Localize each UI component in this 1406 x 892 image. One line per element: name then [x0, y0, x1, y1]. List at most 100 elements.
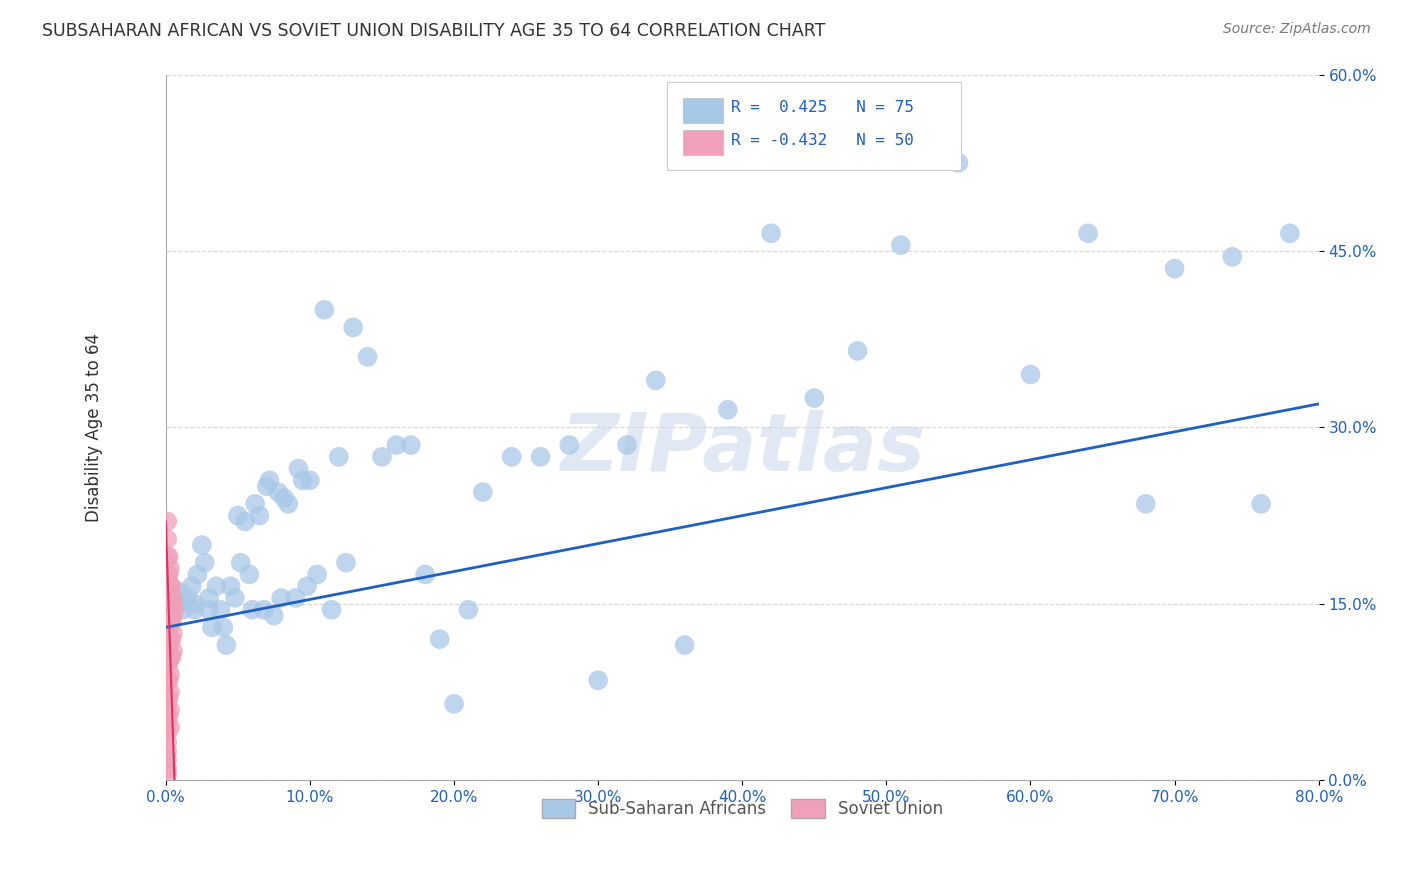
Point [457, 603, 479, 617]
Point [156, 638, 179, 652]
Point [156, 673, 179, 688]
Point [159, 649, 181, 664]
Point [159, 615, 181, 629]
Point [156, 708, 179, 723]
Point [183, 597, 205, 611]
Point [1077, 227, 1099, 241]
Point [205, 579, 228, 593]
Point [846, 343, 869, 358]
Point [156, 752, 179, 766]
Point [160, 649, 183, 664]
Point [948, 155, 970, 169]
Point [253, 603, 276, 617]
Point [1135, 497, 1157, 511]
Point [328, 450, 350, 464]
Point [157, 549, 180, 564]
Point [159, 597, 181, 611]
Point [157, 673, 180, 688]
Point [157, 585, 180, 599]
Point [1278, 227, 1301, 241]
Point [803, 391, 825, 405]
Point [267, 485, 290, 500]
Point [335, 556, 357, 570]
Point [215, 638, 238, 652]
Point [413, 567, 436, 582]
Point [273, 491, 295, 505]
FancyBboxPatch shape [668, 81, 962, 169]
Point [157, 656, 180, 670]
Point [717, 402, 740, 417]
Point [159, 685, 181, 699]
Point [159, 720, 181, 734]
Point [321, 603, 343, 617]
Text: R = -0.432   N = 50: R = -0.432 N = 50 [731, 133, 914, 148]
Point [219, 579, 242, 593]
Point [156, 620, 179, 634]
Point [240, 603, 263, 617]
Point [209, 603, 232, 617]
Point [644, 373, 666, 387]
Point [201, 620, 224, 634]
Point [291, 474, 314, 488]
Legend: Sub-Saharan Africans, Soviet Union: Sub-Saharan Africans, Soviet Union [534, 792, 949, 825]
Point [1250, 497, 1272, 511]
Point [212, 620, 235, 634]
Point [157, 603, 180, 617]
Point [277, 497, 299, 511]
Point [1220, 250, 1243, 264]
Point [156, 603, 179, 617]
Point [162, 608, 184, 623]
Point [238, 567, 260, 582]
Point [198, 591, 221, 605]
Point [159, 579, 181, 593]
Point [157, 620, 180, 634]
Point [249, 508, 271, 523]
Point [198, 603, 221, 617]
Point [224, 591, 246, 605]
Point [156, 585, 179, 599]
Point [295, 579, 318, 593]
Point [256, 479, 278, 493]
Point [159, 703, 181, 717]
Point [159, 561, 181, 575]
Point [156, 767, 179, 781]
Point [157, 638, 180, 652]
Point [529, 450, 551, 464]
Point [159, 632, 181, 647]
Text: SUBSAHARAN AFRICAN VS SOVIET UNION DISABILITY AGE 35 TO 64 CORRELATION CHART: SUBSAHARAN AFRICAN VS SOVIET UNION DISAB… [42, 22, 825, 40]
Point [156, 762, 179, 776]
Point [307, 567, 329, 582]
Point [160, 615, 183, 629]
FancyBboxPatch shape [683, 130, 723, 155]
Point [166, 597, 188, 611]
Point [176, 591, 198, 605]
Point [558, 438, 581, 452]
Point [890, 238, 912, 252]
Point [759, 227, 782, 241]
Point [471, 485, 494, 500]
Point [259, 474, 281, 488]
Point [342, 320, 364, 334]
Point [371, 450, 394, 464]
Text: Source: ZipAtlas.com: Source: ZipAtlas.com [1223, 22, 1371, 37]
Point [162, 626, 184, 640]
Point [673, 638, 696, 652]
Point [399, 438, 422, 452]
Point [194, 556, 217, 570]
Point [157, 690, 180, 705]
Point [160, 632, 183, 647]
Point [156, 726, 179, 740]
Point [163, 603, 186, 617]
Text: ZIPatlas: ZIPatlas [560, 409, 925, 488]
Point [1019, 368, 1042, 382]
Point [162, 591, 184, 605]
FancyBboxPatch shape [683, 98, 723, 122]
Point [159, 667, 181, 681]
Point [314, 302, 336, 317]
Point [233, 515, 256, 529]
Point [157, 708, 180, 723]
Point [157, 567, 180, 582]
Point [169, 585, 191, 599]
Point [156, 744, 179, 758]
Point [443, 697, 465, 711]
